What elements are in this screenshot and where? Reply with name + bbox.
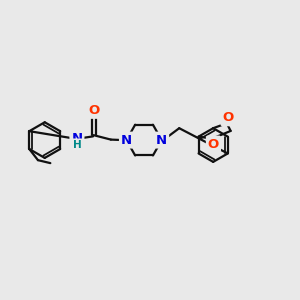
Text: N: N <box>156 134 167 147</box>
Text: O: O <box>88 104 99 117</box>
Text: N: N <box>71 132 82 145</box>
Text: N: N <box>121 134 132 147</box>
Text: O: O <box>208 138 219 151</box>
Text: H: H <box>73 140 81 150</box>
Text: O: O <box>222 111 234 124</box>
